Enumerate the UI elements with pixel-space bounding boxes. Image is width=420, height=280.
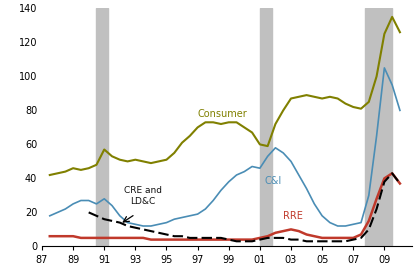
Bar [260,8,272,246]
Text: CRE and
LD&C: CRE and LD&C [124,186,162,206]
Bar [365,8,392,246]
Text: RRE: RRE [283,211,303,221]
Text: Consumer: Consumer [198,109,247,119]
Text: C&I: C&I [265,176,282,186]
Bar [97,8,108,246]
